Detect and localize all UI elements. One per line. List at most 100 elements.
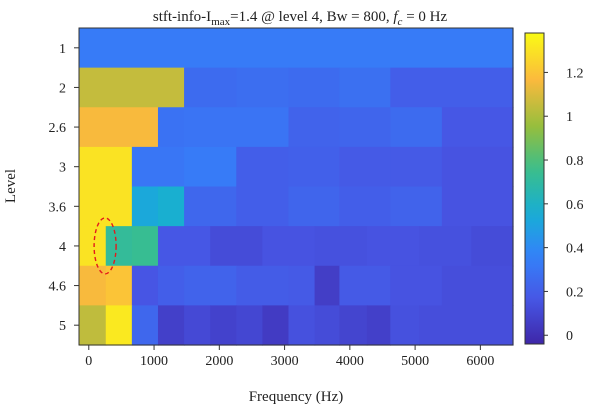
y-tick-label: 1 xyxy=(59,42,66,57)
x-axis-title: Frequency (Hz) xyxy=(249,389,344,405)
heatmap-cell xyxy=(339,305,368,346)
x-tick-label: 6000 xyxy=(466,354,494,369)
heatmap-cell xyxy=(288,305,316,346)
heatmap-cell xyxy=(236,305,263,346)
colorbar-tick-label: 0 xyxy=(566,329,573,344)
heatmap-cell xyxy=(79,226,107,267)
heatmap-cell xyxy=(314,265,340,306)
heatmap-cell xyxy=(339,67,391,108)
y-tick-label: 4 xyxy=(59,240,66,255)
colorbar-ticks: 0 0.2 0.4 0.6 0.8 1 1.2 xyxy=(544,66,584,344)
colorbar-gradient xyxy=(525,33,544,344)
heatmap-cell xyxy=(184,265,237,306)
colorbar-tick-label: 1.2 xyxy=(566,66,584,81)
heatmap-cell xyxy=(131,226,159,267)
y-tick-label: 2.6 xyxy=(49,121,67,136)
heatmap-cell xyxy=(366,305,391,346)
heatmap-cell xyxy=(79,67,185,108)
heatmap-cell xyxy=(339,265,391,306)
heatmap-cell xyxy=(157,107,185,148)
heatmap-cell xyxy=(288,186,340,227)
heatmap-cell xyxy=(262,305,290,346)
heatmap-cell xyxy=(236,265,290,306)
heatmap-cell xyxy=(79,265,107,306)
y-tick-label: 3.6 xyxy=(49,200,67,215)
heatmap-cell xyxy=(390,146,443,188)
heatmap-cell xyxy=(288,67,340,108)
heatmap-cell xyxy=(210,305,237,346)
heatmap-cell xyxy=(236,146,290,188)
heatmap-cell xyxy=(236,186,290,227)
heatmap-cell xyxy=(262,226,316,267)
heatmap-cell xyxy=(105,265,133,306)
colorbar-tick-label: 0.8 xyxy=(566,154,584,169)
heatmap-cell xyxy=(390,67,514,108)
colorbar-tick-label: 1 xyxy=(566,110,573,125)
heatmap-cell xyxy=(288,265,316,306)
y-tick-label: 5 xyxy=(59,319,66,334)
x-tick-label: 1000 xyxy=(140,354,168,369)
heatmap-cell xyxy=(471,226,514,267)
heatmap-cell xyxy=(79,28,514,69)
heatmap-cell xyxy=(441,107,514,148)
annotation-layer xyxy=(93,217,117,275)
heatmap-cell xyxy=(157,226,211,267)
heatmap-cell xyxy=(366,226,420,267)
heatmap-cell xyxy=(184,305,211,346)
heatmap-cell xyxy=(419,226,472,267)
annotation-ellipse xyxy=(93,217,117,275)
heatmap-cell xyxy=(184,107,237,148)
heatmap-cell xyxy=(339,146,391,188)
heatmap-cell xyxy=(79,305,107,346)
y-axis: 1 2 2.6 3 3.6 4 4.6 5 xyxy=(49,42,79,334)
heatmap-cell xyxy=(184,146,237,188)
heatmap-cells xyxy=(79,28,514,346)
heatmap-cell xyxy=(236,67,290,108)
heatmap-cell xyxy=(157,305,185,346)
y-tick-label: 2 xyxy=(59,81,66,96)
heatmap-cell xyxy=(314,305,340,346)
chart-title: stft-info-Imax=1.4 @ level 4, Bw = 800, … xyxy=(153,9,448,28)
y-tick-label: 3 xyxy=(59,161,66,176)
heatmap-cell xyxy=(157,265,185,306)
heatmap-cell xyxy=(419,305,514,346)
heatmap-cell xyxy=(339,186,391,227)
heatmap-cell xyxy=(131,305,159,346)
plot-frame xyxy=(78,27,514,346)
x-tick-label: 2000 xyxy=(205,354,233,369)
colorbar-frame xyxy=(524,32,545,345)
x-axis: 0 1000 2000 3000 4000 5000 6000 xyxy=(85,345,494,369)
y-axis-title: Level xyxy=(3,169,19,203)
heatmap-cell xyxy=(184,67,237,108)
heatmap-cell xyxy=(105,226,133,267)
heatmap-cell xyxy=(131,265,159,306)
colorbar-tick-label: 0.4 xyxy=(566,242,584,257)
heatmap-cell xyxy=(339,107,391,148)
heatmap-cell xyxy=(390,186,443,227)
heatmap-cell xyxy=(79,146,133,188)
heatmap-cell xyxy=(79,186,133,227)
heatmap-cell xyxy=(105,305,133,346)
heatmap-cell xyxy=(288,146,340,188)
heatmap-cell xyxy=(441,265,514,306)
heatmap-cell xyxy=(131,186,159,227)
heatmap-cell xyxy=(314,226,368,267)
heatmap-cell xyxy=(79,107,159,148)
y-tick-label: 4.6 xyxy=(49,280,67,295)
colorbar-tick-label: 0.6 xyxy=(566,198,584,213)
heatmap-cell xyxy=(236,107,290,148)
heatmap-cell xyxy=(131,146,185,188)
heatmap-cell xyxy=(441,146,514,188)
heatmap-cell xyxy=(441,186,514,227)
heatmap-cell xyxy=(390,305,420,346)
heatmap-cell xyxy=(210,226,263,267)
heatmap-cell xyxy=(157,186,185,227)
x-tick-label: 5000 xyxy=(401,354,429,369)
heatmap-cell xyxy=(390,107,443,148)
colorbar: 0 0.2 0.4 0.6 0.8 1 1.2 xyxy=(524,32,584,345)
x-tick-label: 3000 xyxy=(271,354,299,369)
x-tick-label: 4000 xyxy=(336,354,364,369)
heatmap-cell xyxy=(184,186,237,227)
heatmap-cell xyxy=(390,265,443,306)
